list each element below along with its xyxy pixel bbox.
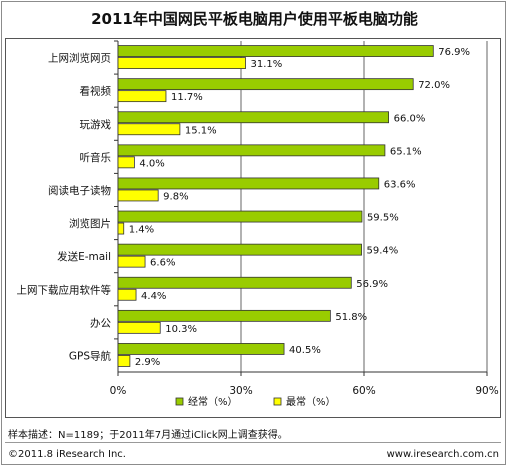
data-label: 65.1% bbox=[390, 146, 422, 157]
bar-most-often bbox=[117, 90, 167, 103]
data-label: 11.7% bbox=[171, 92, 203, 103]
legend-swatch bbox=[273, 397, 282, 406]
x-tick-label: 0% bbox=[110, 385, 127, 397]
bar-most-often bbox=[117, 156, 135, 169]
x-tick-label: 60% bbox=[352, 385, 375, 397]
data-label: 63.6% bbox=[384, 179, 416, 190]
bar-often bbox=[117, 45, 434, 57]
data-label: 15.1% bbox=[185, 125, 217, 136]
data-label: 4.0% bbox=[139, 158, 164, 169]
bar-often bbox=[117, 210, 363, 223]
bar-often bbox=[117, 343, 285, 355]
plot-area: 上网浏览网页 76.9% 31.1% 看视频 72.0% 11.7% 玩游戏 66.0% 15.… bbox=[5, 38, 501, 418]
data-label: 66.0% bbox=[394, 113, 426, 124]
category-label: 看视频 bbox=[80, 85, 112, 98]
data-label: 59.5% bbox=[367, 213, 399, 224]
website-text: www.iresearch.com.cn bbox=[386, 449, 499, 460]
data-label: 59.4% bbox=[367, 246, 399, 257]
sample-note: 样本描述：N=1189；于2011年7月通过iClick网上调查获得。 bbox=[8, 430, 288, 441]
bar-most-often bbox=[117, 321, 161, 334]
data-label: 31.1% bbox=[251, 59, 283, 70]
data-label: 9.8% bbox=[163, 191, 188, 202]
x-tick-label: 90% bbox=[475, 385, 498, 397]
bar-chart: 上网浏览网页 76.9% 31.1% 看视频 72.0% 11.7% 玩游戏 66.0% 15.… bbox=[17, 40, 499, 408]
data-label: 4.4% bbox=[141, 291, 166, 302]
category-label: 听音乐 bbox=[80, 151, 112, 164]
bar-often bbox=[117, 78, 414, 91]
category-label: 上网浏览网页 bbox=[48, 52, 111, 65]
data-label: 76.9% bbox=[438, 47, 470, 58]
bar-most-often bbox=[117, 222, 125, 235]
bar-most-often bbox=[117, 355, 131, 367]
data-label: 72.0% bbox=[418, 80, 450, 91]
category-label: 上网下载应用软件等 bbox=[17, 283, 112, 296]
bar-most-often bbox=[117, 288, 137, 301]
data-label: 6.6% bbox=[150, 258, 175, 269]
footer-divider bbox=[5, 442, 501, 443]
data-label: 10.3% bbox=[165, 324, 197, 335]
bar-often bbox=[117, 144, 386, 157]
bar-most-often bbox=[117, 123, 181, 136]
category-label: 阅读电子读物 bbox=[48, 184, 111, 197]
bar-most-often bbox=[117, 189, 159, 202]
bar-often bbox=[117, 243, 362, 256]
x-tick-label: 30% bbox=[229, 385, 252, 397]
bar-often bbox=[117, 177, 380, 190]
data-label: 1.4% bbox=[129, 225, 154, 236]
data-label: 56.9% bbox=[356, 279, 388, 290]
data-label: 2.9% bbox=[135, 357, 160, 368]
bar-often bbox=[117, 276, 352, 289]
category-label: 发送E-mail bbox=[57, 250, 111, 263]
legend-label: 经常（%） bbox=[188, 395, 238, 408]
bar-often bbox=[117, 309, 331, 322]
bar-often bbox=[117, 111, 390, 124]
data-label: 51.8% bbox=[335, 312, 367, 323]
category-label: GPS导航 bbox=[69, 349, 112, 362]
legend-swatch bbox=[175, 397, 184, 406]
category-label: 办公 bbox=[90, 316, 111, 329]
copyright-text: ©2011.8 iResearch Inc. bbox=[8, 449, 126, 460]
category-label: 玩游戏 bbox=[80, 118, 112, 131]
legend-label: 最常（%） bbox=[286, 395, 336, 408]
bar-most-often bbox=[117, 57, 246, 69]
chart-title: 2011年中国网民平板电脑用户使用平板电脑功能 bbox=[91, 10, 418, 28]
category-label: 浏览图片 bbox=[69, 217, 111, 230]
data-label: 40.5% bbox=[289, 345, 321, 356]
bar-most-often bbox=[117, 255, 146, 268]
